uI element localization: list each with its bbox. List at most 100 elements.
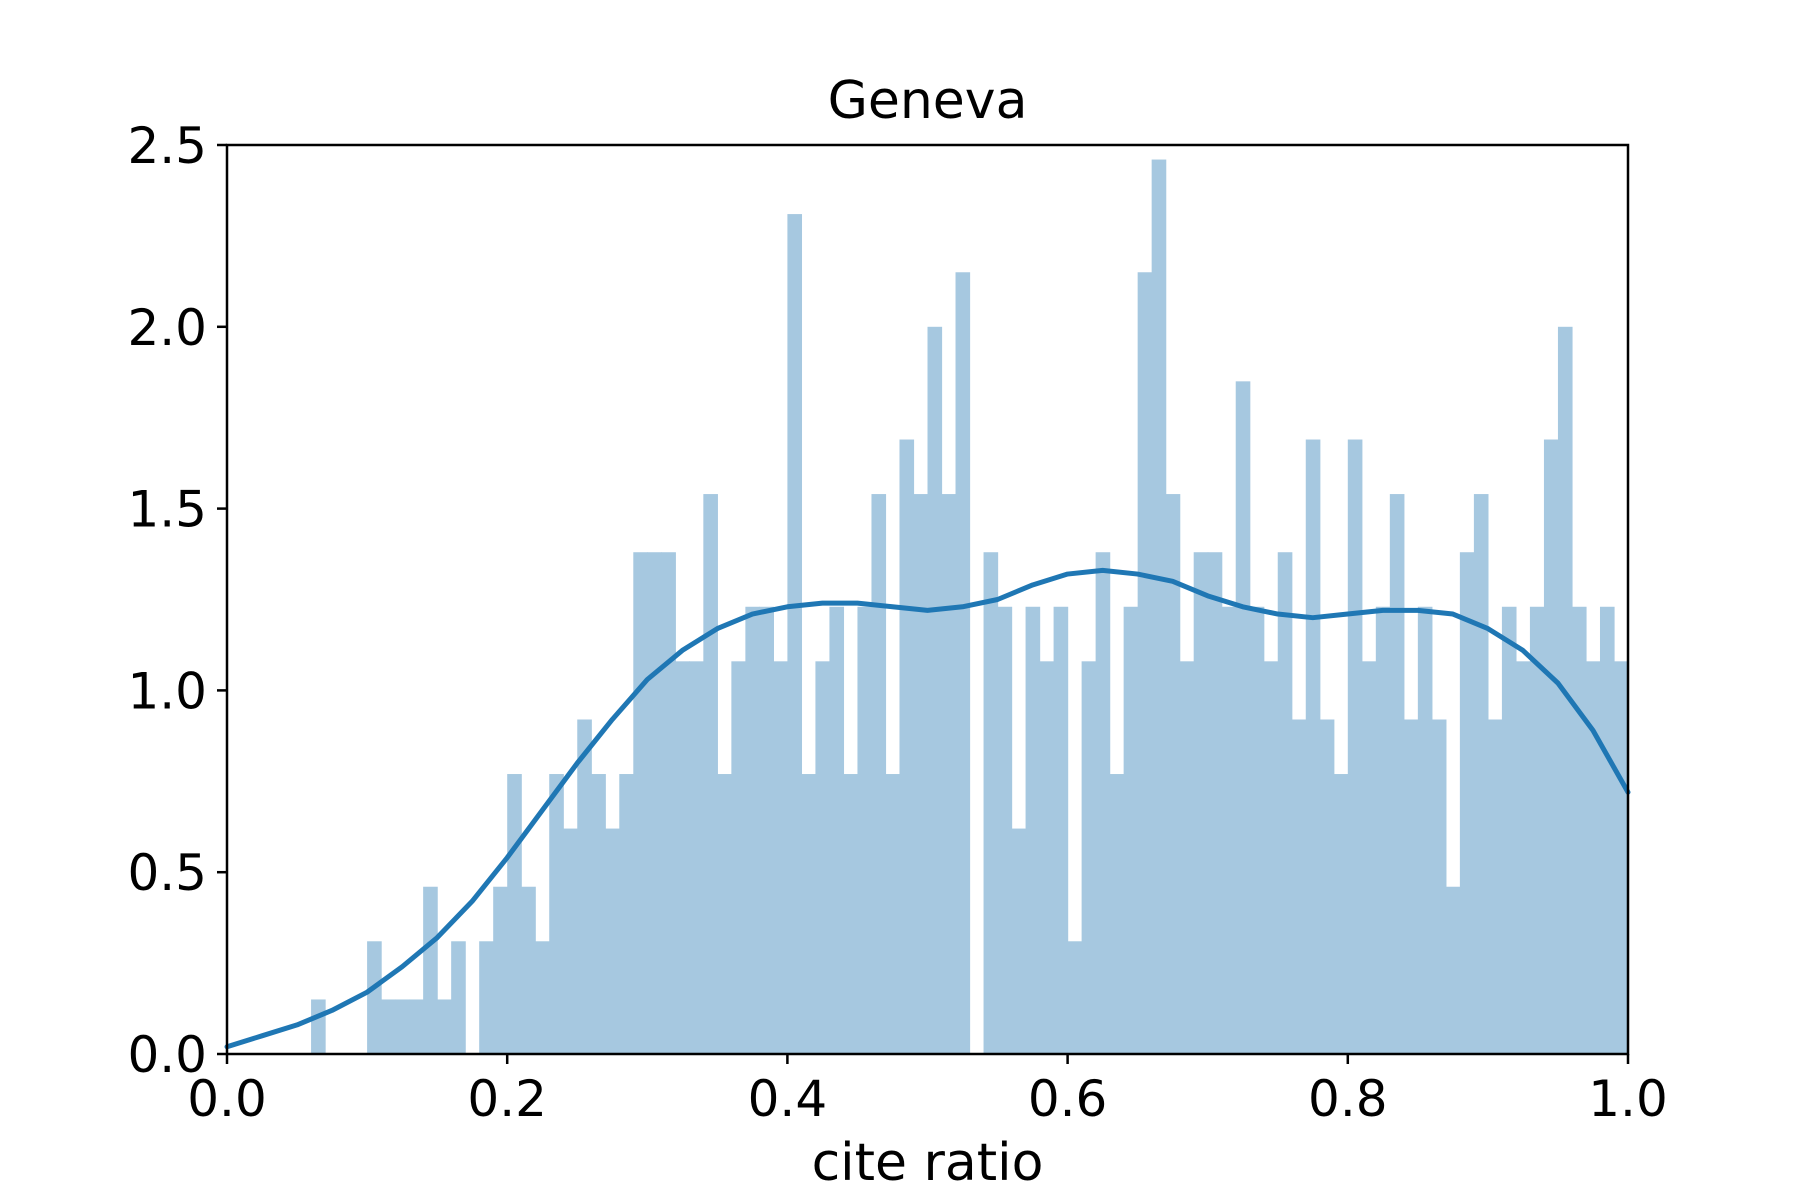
histogram-bar <box>437 999 452 1054</box>
y-tick-label: 2.0 <box>127 299 207 357</box>
histogram-bar <box>549 774 564 1054</box>
histogram-bar <box>1529 606 1545 1054</box>
histogram-bar <box>927 326 943 1054</box>
histogram-bar <box>1137 272 1153 1054</box>
histogram-bar <box>633 552 648 1054</box>
histogram-bar <box>717 774 732 1054</box>
histogram-bar <box>1221 606 1237 1054</box>
histogram-bar <box>1151 159 1167 1055</box>
histogram-bar <box>773 661 788 1054</box>
histogram-bar <box>913 494 929 1054</box>
histogram-bar <box>521 886 536 1054</box>
histogram-bar <box>1515 661 1531 1054</box>
y-tick-label: 1.5 <box>127 481 207 539</box>
x-tick-label: 0.8 <box>1308 1070 1388 1128</box>
histogram-bar <box>1501 606 1517 1054</box>
x-tick-label: 0.2 <box>467 1070 547 1128</box>
histogram-bar <box>871 494 887 1054</box>
histogram-bars <box>311 159 1629 1055</box>
histogram-bar <box>731 661 746 1054</box>
histogram-bar <box>507 774 522 1054</box>
histogram-bar <box>563 828 578 1054</box>
axes-frame <box>225 143 1630 1056</box>
histogram-bar <box>395 999 410 1054</box>
histogram-bar <box>605 828 620 1054</box>
histogram-bar <box>1347 439 1363 1054</box>
histogram-bar <box>1123 606 1139 1054</box>
histogram-bar <box>1235 381 1251 1055</box>
histogram-bar <box>941 494 957 1054</box>
histogram-bar <box>703 494 718 1054</box>
histogram-bar <box>675 661 690 1054</box>
x-axis-label: cite ratio <box>812 1133 1044 1193</box>
histogram-bar <box>1599 606 1615 1054</box>
histogram-bar <box>479 941 494 1054</box>
y-tick-label: 2.5 <box>127 117 207 175</box>
histogram-bar <box>1011 828 1027 1054</box>
histogram-bar <box>815 661 831 1054</box>
histogram-bar <box>1389 494 1405 1054</box>
histogram-bar <box>591 774 606 1054</box>
histogram-bar <box>535 941 550 1054</box>
histogram-bar <box>451 941 466 1054</box>
histogram-bar <box>1571 606 1587 1054</box>
histogram-bar <box>1459 552 1475 1054</box>
histogram-bar <box>1403 719 1419 1054</box>
histogram-bar <box>1445 886 1461 1054</box>
x-tick-label: 1.0 <box>1588 1070 1668 1128</box>
histogram-bar <box>1095 552 1111 1054</box>
histogram-bar <box>1613 661 1629 1054</box>
histogram-bar <box>423 886 438 1054</box>
histogram-bar <box>1263 661 1279 1054</box>
histogram-bar <box>885 774 901 1054</box>
y-tick-label: 0.0 <box>127 1026 207 1084</box>
histogram-bar <box>1487 719 1503 1054</box>
histogram-bar <box>1179 661 1195 1054</box>
histogram-bar <box>1291 719 1307 1054</box>
histogram-bar <box>1081 661 1097 1054</box>
histogram-bar <box>1025 606 1041 1054</box>
histogram-bar <box>1361 661 1377 1054</box>
histogram-bar <box>1417 606 1433 1054</box>
histogram-bar <box>1193 552 1209 1054</box>
histogram-bar <box>801 774 817 1054</box>
histogram-bar <box>857 606 873 1054</box>
histogram-bar <box>787 214 803 1054</box>
histogram-bar <box>829 606 845 1054</box>
histogram-bar <box>1165 494 1181 1054</box>
histogram-bar <box>955 272 971 1054</box>
histogram-bar <box>1585 661 1601 1054</box>
histogram-bar <box>1543 439 1559 1054</box>
histogram-bar <box>745 606 760 1054</box>
x-tick-label: 0.4 <box>748 1070 828 1128</box>
histogram-bar <box>899 439 915 1054</box>
histogram-bar <box>1249 606 1265 1054</box>
histogram-bar <box>381 999 396 1054</box>
histogram-bar <box>759 606 774 1054</box>
histogram-bar <box>409 999 424 1054</box>
histogram-bar <box>997 606 1013 1054</box>
histogram-bar <box>577 719 592 1054</box>
histogram-bar <box>1039 661 1055 1054</box>
kde-line <box>224 567 1631 1050</box>
histogram-bar <box>1277 552 1293 1054</box>
histogram-bar <box>1067 941 1083 1054</box>
y-tick-label: 0.5 <box>127 844 207 902</box>
histogram-bar <box>1053 606 1069 1054</box>
histogram-bar <box>619 774 634 1054</box>
x-tick-label: 0.6 <box>1028 1070 1108 1128</box>
histogram-bar <box>1109 774 1125 1054</box>
chart-title: Geneva <box>828 71 1028 131</box>
histogram-bar <box>1333 774 1349 1054</box>
histogram-bar <box>1207 552 1223 1054</box>
histogram-bar <box>311 999 326 1054</box>
x-axis-ticks: 0.0 0.2 0.4 0.6 0.8 1.0 <box>187 1054 1668 1128</box>
histogram-bar <box>367 941 382 1054</box>
histogram-bar <box>1319 719 1335 1054</box>
histogram-bar <box>1473 494 1489 1054</box>
histogram-bar <box>689 661 704 1054</box>
histogram-bar <box>647 552 662 1054</box>
histogram-bar <box>1305 439 1321 1054</box>
